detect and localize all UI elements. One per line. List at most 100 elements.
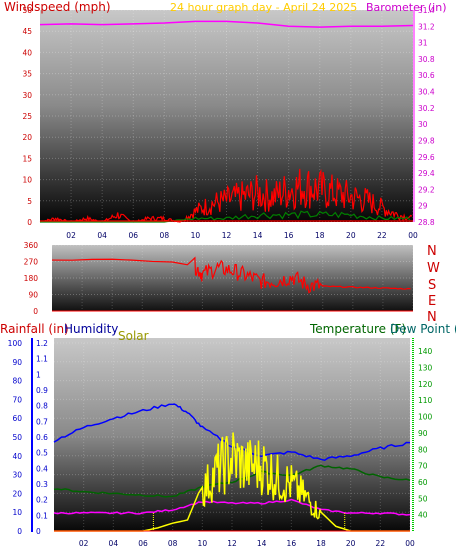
dir-tick-label: 90 — [28, 291, 38, 300]
rain-tick-label: 1.1 — [36, 355, 48, 364]
tick-labels: 0510152025303540455028.82929.229.429.629… — [8, 6, 435, 547]
top-x-tick-label: 22 — [377, 231, 387, 240]
top-x-tick-label: 18 — [315, 231, 325, 240]
top-x-tick-label: 02 — [66, 231, 76, 240]
humidity-line — [53, 403, 411, 462]
rainfall-label: Rainfall (in) — [0, 322, 69, 336]
dir-letter-s: S — [428, 278, 436, 293]
rain-tick-label: 1.2 — [36, 339, 48, 348]
baro-tick-label: 29.8 — [418, 136, 435, 145]
rain-tick-label: 0 — [36, 527, 41, 536]
bottom-x-tick-label: 04 — [109, 539, 119, 547]
baro-tick-label: 30 — [418, 120, 428, 129]
humidity-tick-label: 60 — [12, 414, 22, 423]
top-x-tick-label: 16 — [284, 231, 294, 240]
chart-title: 24 hour graph day - April 24 2025 — [170, 1, 357, 14]
rain-tick-label: 0.6 — [36, 433, 48, 442]
top-x-tick-label: 06 — [128, 231, 138, 240]
humidity-tick-label: 30 — [12, 471, 22, 480]
top-x-tick-label: 12 — [222, 231, 232, 240]
dir-letter-e: E — [428, 294, 436, 309]
bottom-x-tick-label: 22 — [376, 539, 386, 547]
top-grid — [40, 9, 414, 223]
wind-direction-line — [51, 256, 411, 294]
baro-tick-label: 30.8 — [418, 55, 435, 64]
windspeed-label: Windspeed (mph) — [4, 0, 111, 14]
temp-tick-label: 80 — [418, 445, 428, 454]
dir-tick-label: 360 — [24, 241, 39, 250]
wind-tick-label: 30 — [22, 91, 32, 100]
bottom-x-tick-label: 14 — [257, 539, 267, 547]
dewpoint-label: Dew Point (F) — [390, 322, 456, 336]
humidity-tick-label: 90 — [12, 358, 22, 367]
temperature-line — [53, 498, 411, 516]
temp-tick-label: 110 — [418, 396, 433, 405]
dewpoint-line — [53, 464, 411, 498]
baro-tick-label: 30.2 — [418, 104, 435, 113]
dir-letter-w: W — [427, 261, 440, 276]
humidity-tick-label: 20 — [12, 489, 22, 498]
wind-tick-label: 20 — [22, 133, 32, 142]
humidity-tick-label: 50 — [12, 433, 22, 442]
solar-label: Solar — [118, 329, 149, 343]
temp-tick-label: 120 — [418, 380, 433, 389]
baro-tick-label: 30.6 — [418, 71, 435, 80]
dir-letter-n-top: N — [427, 244, 437, 259]
top-x-tick-label: 08 — [160, 231, 170, 240]
bottom-x-tick-label: 12 — [227, 539, 237, 547]
rain-tick-label: 0.9 — [36, 386, 48, 395]
avg-wind-line — [40, 210, 411, 223]
bottom-x-tick-label: 10 — [198, 539, 208, 547]
temp-tick-label: 50 — [418, 494, 428, 503]
bottom-x-tick-label: 16 — [287, 539, 297, 547]
temperature-label: Temperature (F) — [309, 322, 406, 336]
bottom-x-tick-label: 06 — [138, 539, 148, 547]
temp-tick-label: 40 — [418, 511, 428, 520]
series-layer — [39, 20, 414, 532]
rain-tick-label: 0.1 — [36, 511, 48, 520]
dir-tick-label: 180 — [24, 274, 39, 283]
humidity-tick-label: 10 — [12, 508, 22, 517]
humidity-tick-label: 0 — [17, 527, 22, 536]
rain-tick-label: 0.7 — [36, 417, 48, 426]
top-x-tick-label: 20 — [346, 231, 356, 240]
humidity-tick-label: 100 — [8, 339, 23, 348]
bottom-x-tick-label: 20 — [346, 539, 356, 547]
bottom-x-tick-label: 18 — [316, 539, 326, 547]
baro-tick-label: 31.2 — [418, 22, 435, 31]
wind-tick-label: 5 — [27, 197, 32, 206]
dir-letter-n-bottom: N — [427, 310, 437, 325]
baro-tick-label: 28.8 — [418, 218, 435, 227]
baro-tick-label: 29.2 — [418, 185, 435, 194]
bottom-x-tick-label: 02 — [79, 539, 89, 547]
wind-tick-label: 15 — [22, 154, 32, 163]
baro-tick-label: 30.4 — [418, 88, 435, 97]
humidity-tick-label: 40 — [12, 452, 22, 461]
rain-tick-label: 0.8 — [36, 402, 48, 411]
wind-tick-label: 35 — [22, 70, 32, 79]
temp-tick-label: 90 — [418, 429, 428, 438]
top-x-tick-label: 04 — [97, 231, 107, 240]
baro-tick-label: 29 — [418, 202, 428, 211]
bottom-x-tick-label: 00 — [405, 539, 415, 547]
temp-tick-label: 100 — [418, 413, 433, 422]
dir-tick-label: 0 — [33, 307, 38, 316]
temp-tick-label: 60 — [418, 478, 428, 487]
baro-tick-label: 29.4 — [418, 169, 435, 178]
baro-tick-label: 31.4 — [418, 6, 435, 15]
bottom-plot-area — [54, 338, 410, 531]
bottom-x-tick-label: 08 — [168, 539, 178, 547]
rain-tick-label: 1 — [36, 370, 41, 379]
rain-tick-label: 0.4 — [36, 464, 48, 473]
temp-tick-label: 140 — [418, 347, 433, 356]
top-x-tick-label: 00 — [408, 231, 418, 240]
wind-tick-label: 40 — [22, 48, 32, 57]
solar-line — [54, 432, 410, 532]
wind-tick-label: 25 — [22, 112, 32, 121]
barometer-label: Barometer (in) — [366, 1, 447, 14]
top-plot-area — [40, 10, 413, 222]
humidity-tick-label: 70 — [12, 395, 22, 404]
humidity-label: Humidity — [64, 322, 118, 336]
direction-plot-area — [52, 245, 413, 311]
